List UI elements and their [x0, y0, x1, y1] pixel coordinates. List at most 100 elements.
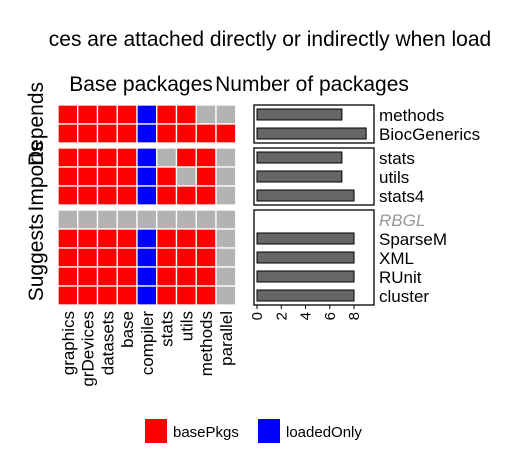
- heat-cell-RUnit-graphics: [57, 266, 79, 287]
- axis-tick-label-4: 4: [298, 312, 315, 320]
- heat-cell-utils-grDevices: [77, 166, 99, 187]
- bar-BiocGenerics: [256, 127, 367, 140]
- base-packages-title: Base packages: [69, 73, 213, 96]
- heat-cell-BiocGenerics-utils: [175, 123, 197, 144]
- package-label-stats4: stats4: [379, 187, 424, 206]
- group-label-Depends: Depends: [25, 82, 48, 166]
- heat-cell-cluster-datasets: [96, 285, 118, 306]
- heat-cell-RBGL-grDevices: [77, 209, 99, 230]
- heat-cell-SparseM-base: [116, 228, 138, 249]
- heat-cell-cluster-compiler: [136, 285, 158, 306]
- column-label-datasets: datasets: [98, 311, 117, 375]
- package-label-RBGL: RBGL: [379, 211, 425, 230]
- heat-cell-SparseM-datasets: [96, 228, 118, 249]
- package-label-methods: methods: [379, 106, 444, 125]
- heat-cell-cluster-grDevices: [77, 285, 99, 306]
- heat-cell-RUnit-utils: [175, 266, 197, 287]
- bar-RUnit: [256, 270, 355, 283]
- heat-cell-stats4-datasets: [96, 185, 118, 206]
- heat-cell-XML-utils: [175, 247, 197, 268]
- heat-cell-stats4-stats: [156, 185, 178, 206]
- heat-cell-BiocGenerics-graphics: [57, 123, 79, 144]
- heat-cell-RUnit-stats: [156, 266, 178, 287]
- heat-cell-methods-grDevices: [77, 104, 99, 125]
- heat-cell-RBGL-base: [116, 209, 138, 230]
- package-label-XML: XML: [379, 249, 414, 268]
- heat-cell-BiocGenerics-compiler: [136, 123, 158, 144]
- heat-cell-methods-datasets: [96, 104, 118, 125]
- heat-cell-RBGL-methods: [195, 209, 217, 230]
- heat-cell-SparseM-parallel: [215, 228, 237, 249]
- heat-cell-RBGL-stats: [156, 209, 178, 230]
- heat-cell-utils-base: [116, 166, 138, 187]
- heat-cell-cluster-graphics: [57, 285, 79, 306]
- column-label-parallel: parallel: [217, 311, 236, 366]
- heat-cell-RUnit-compiler: [136, 266, 158, 287]
- heat-cell-stats4-utils: [175, 185, 197, 206]
- legend-swatch-loadedOnly: [258, 419, 280, 443]
- bar-stats: [256, 151, 343, 164]
- heat-cell-XML-graphics: [57, 247, 79, 268]
- axis-tick-label-0: 0: [249, 312, 266, 320]
- heat-cell-RBGL-graphics: [57, 209, 79, 230]
- heat-cell-XML-base: [116, 247, 138, 268]
- heat-cell-XML-grDevices: [77, 247, 99, 268]
- heat-cell-SparseM-stats: [156, 228, 178, 249]
- column-label-graphics: graphics: [59, 311, 78, 375]
- heat-cell-SparseM-compiler: [136, 228, 158, 249]
- heat-cell-BiocGenerics-base: [116, 123, 138, 144]
- heat-cell-methods-utils: [175, 104, 197, 125]
- column-label-base: base: [118, 311, 137, 348]
- heat-cell-stats-compiler: [136, 147, 158, 168]
- heat-cell-utils-methods: [195, 166, 217, 187]
- heat-cell-BiocGenerics-methods: [195, 123, 217, 144]
- heat-cell-stats4-base: [116, 185, 138, 206]
- heat-cell-RBGL-compiler: [136, 209, 158, 230]
- number-of-packages-title: Number of packages: [215, 73, 409, 96]
- heat-cell-methods-base: [116, 104, 138, 125]
- heat-cell-BiocGenerics-grDevices: [77, 123, 99, 144]
- column-label-stats: stats: [158, 311, 177, 347]
- heat-cell-stats4-compiler: [136, 185, 158, 206]
- heat-cell-RUnit-methods: [195, 266, 217, 287]
- heat-cell-stats4-graphics: [57, 185, 79, 206]
- column-label-methods: methods: [197, 311, 216, 376]
- heat-cell-BiocGenerics-stats: [156, 123, 178, 144]
- heat-cell-utils-parallel: [215, 166, 237, 187]
- heat-cell-stats-datasets: [96, 147, 118, 168]
- heat-cell-utils-compiler: [136, 166, 158, 187]
- heat-cell-stats-utils: [175, 147, 197, 168]
- heat-cell-XML-stats: [156, 247, 178, 268]
- heat-cell-SparseM-utils: [175, 228, 197, 249]
- column-label-compiler: compiler: [138, 311, 157, 376]
- heat-cell-methods-compiler: [136, 104, 158, 125]
- heat-cell-BiocGenerics-parallel: [215, 123, 237, 144]
- legend: basePkgs loadedOnly: [145, 419, 362, 443]
- heat-cell-stats-graphics: [57, 147, 79, 168]
- heat-cell-RBGL-utils: [175, 209, 197, 230]
- bar-methods: [256, 108, 343, 121]
- axis-tick-label-8: 8: [346, 312, 363, 320]
- heat-cell-SparseM-methods: [195, 228, 217, 249]
- heat-cell-stats-methods: [195, 147, 217, 168]
- heat-cell-cluster-utils: [175, 285, 197, 306]
- heat-cell-cluster-methods: [195, 285, 217, 306]
- bar-cluster: [256, 289, 355, 302]
- legend-label-basePkgs: basePkgs: [173, 424, 239, 441]
- heat-cell-SparseM-grDevices: [77, 228, 99, 249]
- heat-cell-stats4-parallel: [215, 185, 237, 206]
- heat-cell-XML-parallel: [215, 247, 237, 268]
- heat-cell-stats-grDevices: [77, 147, 99, 168]
- package-label-stats: stats: [379, 149, 415, 168]
- heat-cell-cluster-stats: [156, 285, 178, 306]
- package-label-RUnit: RUnit: [379, 268, 422, 287]
- column-label-grDevices: grDevices: [79, 311, 98, 387]
- heat-cell-RBGL-parallel: [215, 209, 237, 230]
- group-label-Imports: Imports: [25, 141, 48, 211]
- heat-cell-stats-base: [116, 147, 138, 168]
- heat-cell-SparseM-graphics: [57, 228, 79, 249]
- heatmap-panel: graphics grDevices datasets base compiler sta…: [57, 104, 237, 387]
